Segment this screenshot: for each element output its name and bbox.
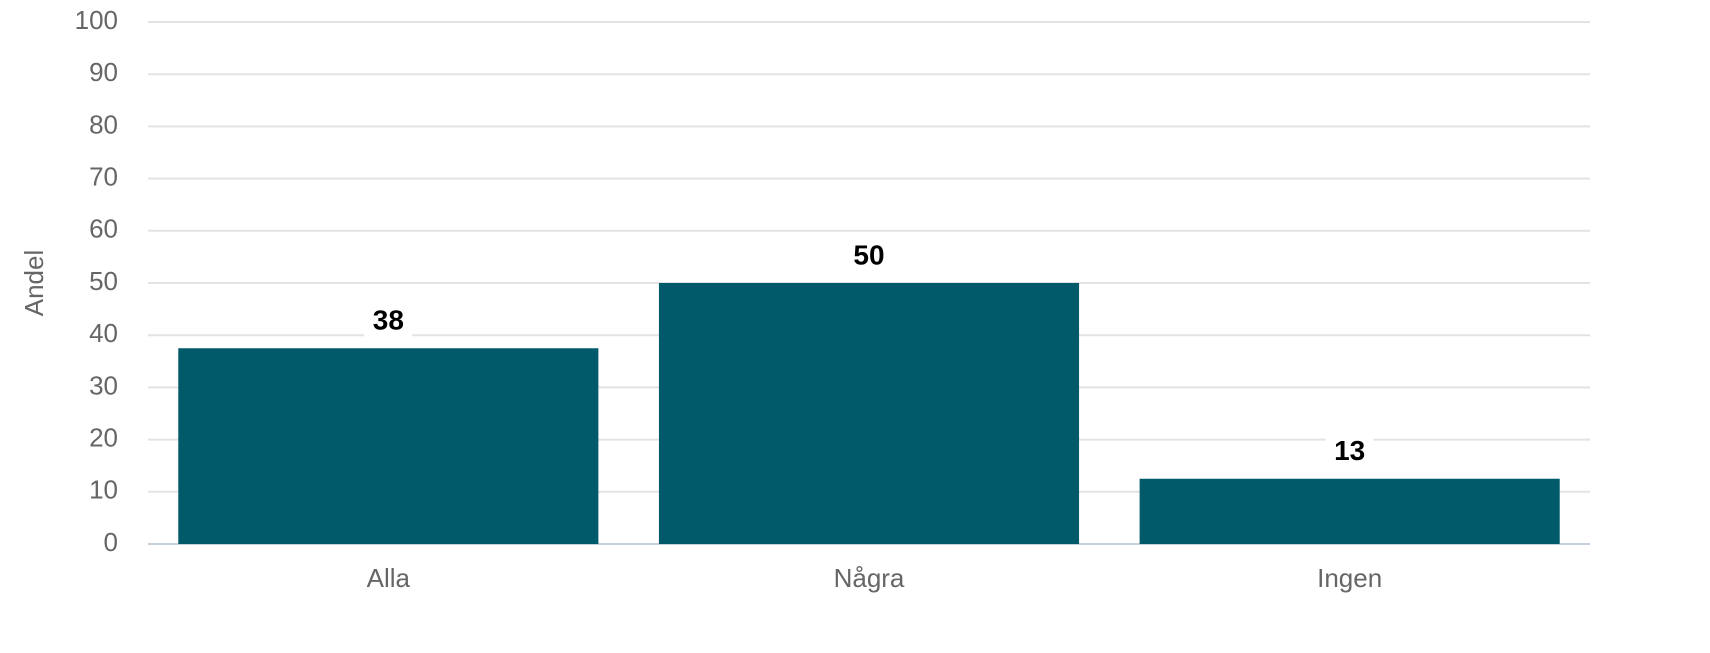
value-label-bg: [845, 237, 893, 277]
x-tick-label: Några: [834, 563, 905, 593]
y-tick-label: 100: [75, 5, 118, 35]
value-label: 50: [853, 239, 884, 270]
y-tick-label: 20: [89, 422, 118, 452]
bar: [1139, 478, 1560, 544]
bar: [178, 348, 599, 544]
y-tick-label: 40: [89, 318, 118, 348]
y-tick-label: 10: [89, 475, 118, 505]
y-tick-label: 90: [89, 57, 118, 87]
bar: [658, 283, 1080, 544]
y-tick-label: 60: [89, 214, 118, 244]
x-tick-label: Alla: [367, 563, 411, 593]
y-tick-label: 80: [89, 109, 118, 139]
x-tick-label: Ingen: [1317, 563, 1382, 593]
value-label: 38: [373, 305, 404, 336]
y-tick-label: 50: [89, 266, 118, 296]
value-label-bg: [1325, 432, 1374, 473]
y-axis-title: Andel: [19, 250, 49, 317]
y-tick-label: 70: [89, 161, 118, 191]
y-tick-label: 0: [104, 527, 118, 557]
y-tick-label: 30: [89, 370, 118, 400]
value-label: 13: [1334, 435, 1365, 466]
value-label-bg: [364, 302, 413, 343]
